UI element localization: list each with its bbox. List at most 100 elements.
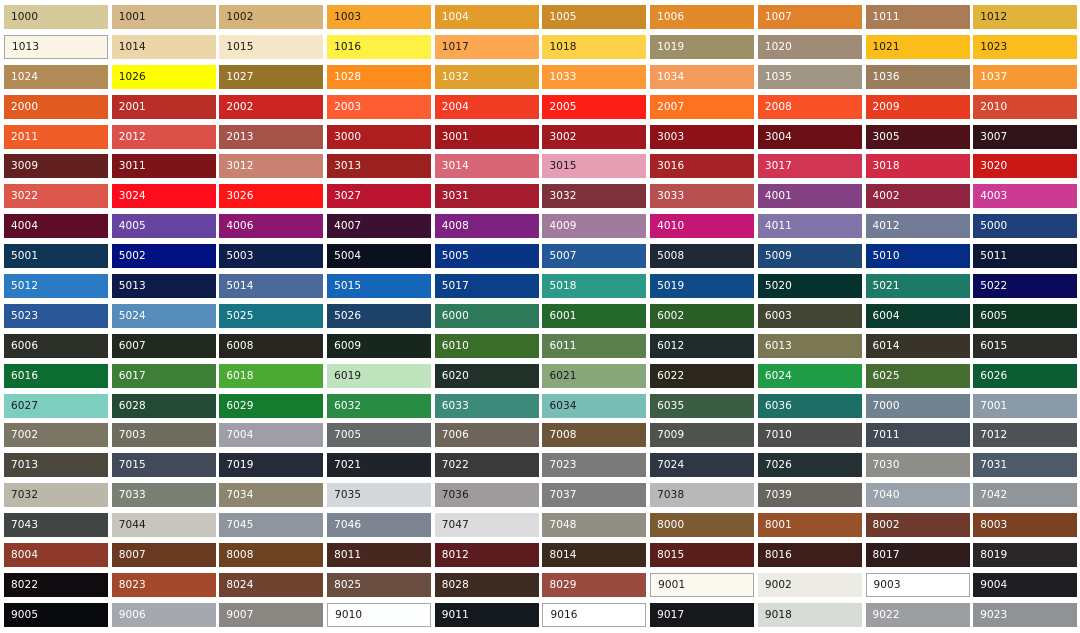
color-swatch-6022: 6022: [650, 363, 755, 388]
color-swatch-8012: 8012: [434, 543, 539, 568]
color-swatch-3009: 3009: [4, 154, 108, 179]
color-swatch-4012: 4012: [865, 214, 970, 239]
color-swatch-7034: 7034: [219, 483, 324, 508]
color-swatch-1003: 1003: [327, 5, 432, 29]
color-swatch-7026: 7026: [757, 453, 862, 478]
color-swatch-4001: 4001: [757, 184, 862, 209]
color-swatch-8024: 8024: [219, 572, 324, 597]
color-swatch-7003: 7003: [111, 423, 216, 448]
color-swatch-7000: 7000: [865, 393, 970, 418]
color-swatch-9010: 9010: [327, 602, 432, 627]
color-swatch-9023: 9023: [973, 602, 1078, 627]
color-swatch-7001: 7001: [973, 393, 1078, 418]
color-swatch-8011: 8011: [327, 543, 432, 568]
color-swatch-9001: 9001: [650, 572, 755, 597]
color-swatch-5000: 5000: [973, 214, 1078, 239]
color-swatch-5009: 5009: [757, 244, 862, 269]
color-swatch-4004: 4004: [4, 214, 108, 239]
color-swatch-5001: 5001: [4, 244, 108, 269]
color-swatch-7039: 7039: [757, 483, 862, 508]
color-swatch-3002: 3002: [542, 124, 647, 149]
color-swatch-5012: 5012: [4, 274, 108, 299]
color-swatch-9003: 9003: [865, 572, 970, 597]
color-swatch-2000: 2000: [4, 94, 108, 119]
color-swatch-6020: 6020: [434, 363, 539, 388]
color-swatch-1005: 1005: [542, 5, 647, 29]
color-swatch-2002: 2002: [219, 94, 324, 119]
color-swatch-1032: 1032: [434, 64, 539, 89]
color-swatch-6028: 6028: [111, 393, 216, 418]
color-swatch-1027: 1027: [219, 64, 324, 89]
color-swatch-3004: 3004: [757, 124, 862, 149]
color-swatch-5020: 5020: [757, 274, 862, 299]
color-swatch-6035: 6035: [650, 393, 755, 418]
color-swatch-8023: 8023: [111, 572, 216, 597]
color-swatch-6032: 6032: [327, 393, 432, 418]
color-swatch-1019: 1019: [650, 34, 755, 59]
color-swatch-9018: 9018: [757, 602, 862, 627]
color-swatch-5003: 5003: [219, 244, 324, 269]
color-swatch-3033: 3033: [650, 184, 755, 209]
color-swatch-4008: 4008: [434, 214, 539, 239]
color-swatch-5022: 5022: [973, 274, 1078, 299]
color-swatch-8025: 8025: [327, 572, 432, 597]
color-swatch-5004: 5004: [327, 244, 432, 269]
color-swatch-4009: 4009: [542, 214, 647, 239]
color-swatch-4003: 4003: [973, 184, 1078, 209]
color-swatch-1007: 1007: [757, 5, 862, 29]
color-swatch-1000: 1000: [4, 5, 108, 29]
color-swatch-5023: 5023: [4, 303, 108, 328]
color-swatch-8001: 8001: [757, 513, 862, 538]
color-swatch-2013: 2013: [219, 124, 324, 149]
color-swatch-4002: 4002: [865, 184, 970, 209]
color-swatch-6005: 6005: [973, 303, 1078, 328]
color-swatch-5002: 5002: [111, 244, 216, 269]
color-swatch-8002: 8002: [865, 513, 970, 538]
color-swatch-3016: 3016: [650, 154, 755, 179]
color-swatch-7048: 7048: [542, 513, 647, 538]
color-swatch-7023: 7023: [542, 453, 647, 478]
color-swatch-2001: 2001: [111, 94, 216, 119]
color-swatch-6027: 6027: [4, 393, 108, 418]
color-swatch-2012: 2012: [111, 124, 216, 149]
color-swatch-8017: 8017: [865, 543, 970, 568]
color-swatch-8016: 8016: [757, 543, 862, 568]
color-swatch-7045: 7045: [219, 513, 324, 538]
color-swatch-9022: 9022: [865, 602, 970, 627]
color-swatch-6002: 6002: [650, 303, 755, 328]
color-swatch-6025: 6025: [865, 363, 970, 388]
color-swatch-5011: 5011: [973, 244, 1078, 269]
color-swatch-3014: 3014: [434, 154, 539, 179]
color-swatch-1024: 1024: [4, 64, 108, 89]
color-swatch-6016: 6016: [4, 363, 108, 388]
color-swatch-2009: 2009: [865, 94, 970, 119]
color-swatch-6026: 6026: [973, 363, 1078, 388]
color-swatch-1028: 1028: [327, 64, 432, 89]
color-swatch-3003: 3003: [650, 124, 755, 149]
color-swatch-1012: 1012: [973, 5, 1078, 29]
color-swatch-3024: 3024: [111, 184, 216, 209]
color-swatch-6003: 6003: [757, 303, 862, 328]
color-swatch-8014: 8014: [542, 543, 647, 568]
color-swatch-7038: 7038: [650, 483, 755, 508]
color-swatch-7012: 7012: [973, 423, 1078, 448]
color-swatch-1017: 1017: [434, 34, 539, 59]
color-swatch-6000: 6000: [434, 303, 539, 328]
color-swatch-6012: 6012: [650, 333, 755, 358]
color-swatch-1036: 1036: [865, 64, 970, 89]
color-swatch-7043: 7043: [4, 513, 108, 538]
color-swatch-3011: 3011: [111, 154, 216, 179]
color-swatch-1002: 1002: [219, 5, 324, 29]
color-swatch-2011: 2011: [4, 124, 108, 149]
color-swatch-9016: 9016: [542, 602, 647, 627]
color-swatch-3000: 3000: [327, 124, 432, 149]
color-swatch-3031: 3031: [434, 184, 539, 209]
color-swatch-8000: 8000: [650, 513, 755, 538]
color-swatch-1004: 1004: [434, 5, 539, 29]
color-swatch-8028: 8028: [434, 572, 539, 597]
color-swatch-6018: 6018: [219, 363, 324, 388]
color-swatch-9005: 9005: [4, 602, 108, 627]
color-swatch-1033: 1033: [542, 64, 647, 89]
color-swatch-7035: 7035: [327, 483, 432, 508]
color-swatch-3020: 3020: [973, 154, 1078, 179]
